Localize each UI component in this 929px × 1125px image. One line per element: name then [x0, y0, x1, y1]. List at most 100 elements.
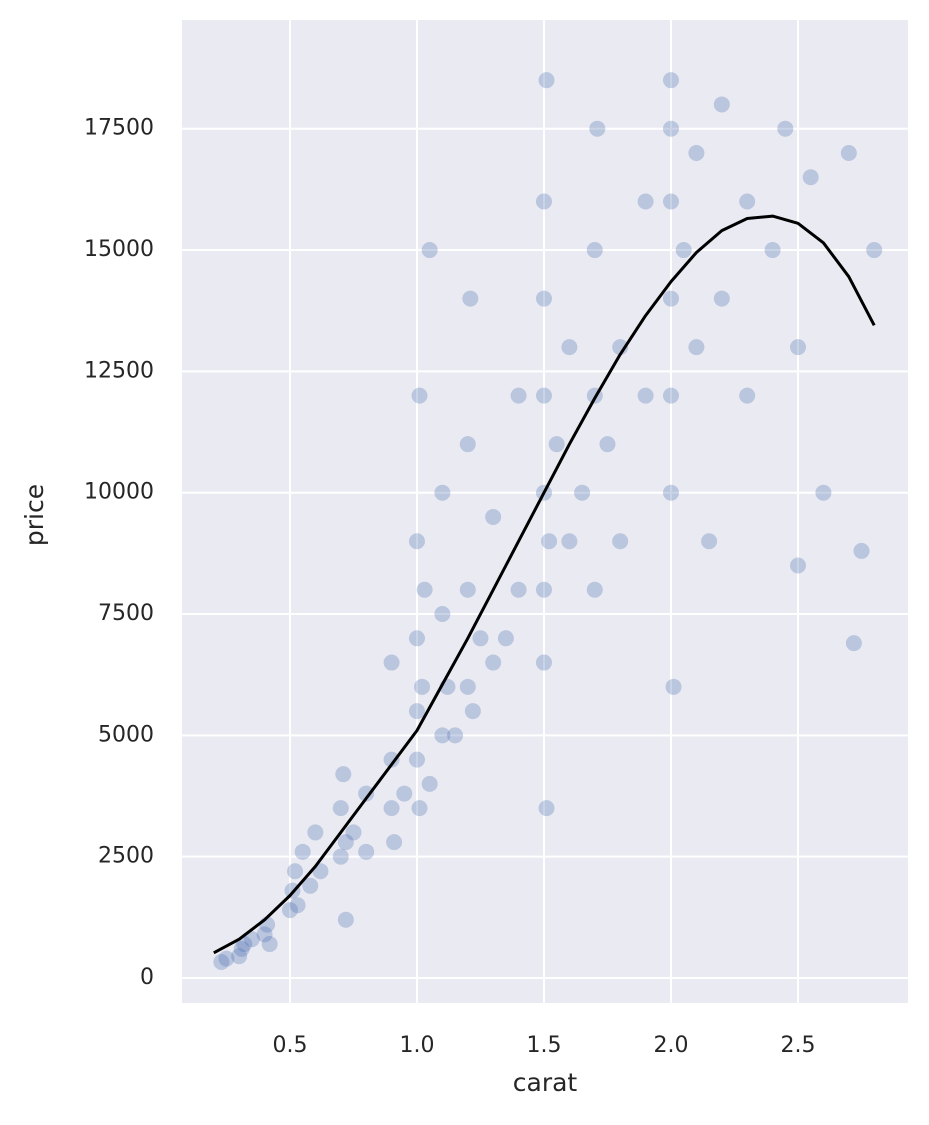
- scatter-point: [337, 911, 354, 928]
- scatter-point: [548, 436, 565, 453]
- scatter-point: [383, 654, 400, 671]
- scatter-point: [332, 848, 349, 865]
- scatter-point: [335, 766, 352, 783]
- scatter-point: [675, 242, 692, 259]
- scatter-point: [472, 630, 489, 647]
- y-tick-label: 5000: [98, 722, 154, 747]
- scatter-point: [662, 120, 679, 137]
- scatter-point: [688, 144, 705, 161]
- scatter-point: [218, 950, 235, 967]
- scatter-point: [485, 654, 502, 671]
- x-tick-label: 1.0: [399, 1033, 434, 1058]
- scatter-point: [586, 242, 603, 259]
- scatter-point: [739, 387, 756, 404]
- scatter-point: [662, 290, 679, 307]
- scatter-point: [688, 339, 705, 356]
- scatter-point: [358, 843, 375, 860]
- scatter-point: [307, 824, 324, 841]
- scatter-point: [464, 703, 481, 720]
- scatter-point: [261, 936, 278, 953]
- scatter-point: [538, 800, 555, 817]
- x-tick-label: 1.5: [526, 1033, 561, 1058]
- scatter-point: [790, 557, 807, 574]
- scatter-point: [408, 751, 425, 768]
- scatter-point: [561, 339, 578, 356]
- scatter-point: [414, 678, 431, 695]
- scatter-point: [447, 727, 464, 744]
- scatter-point: [662, 387, 679, 404]
- scatter-point: [294, 843, 311, 860]
- y-tick-label: 12500: [84, 358, 154, 383]
- x-tick-label: 2.5: [781, 1033, 816, 1058]
- scatter-point: [541, 533, 558, 550]
- scatter-point: [421, 775, 438, 792]
- scatter-point: [599, 436, 616, 453]
- scatter-point: [713, 290, 730, 307]
- scatter-point: [612, 533, 629, 550]
- plot-area: [182, 20, 908, 1003]
- scatter-point: [535, 193, 552, 210]
- scatter-point: [231, 948, 248, 965]
- x-tick-label: 0.5: [272, 1033, 307, 1058]
- x-axis-label: carat: [513, 1068, 578, 1097]
- scatter-point: [289, 897, 306, 914]
- scatter-point: [586, 581, 603, 598]
- scatter-point: [459, 678, 476, 695]
- scatter-point: [853, 542, 870, 559]
- scatter-point: [665, 678, 682, 695]
- scatter-point: [233, 940, 250, 957]
- scatter-point: [434, 484, 451, 501]
- scatter-point: [815, 484, 832, 501]
- scatter-point: [408, 703, 425, 720]
- scatter-point: [713, 96, 730, 113]
- y-tick-label: 7500: [98, 601, 154, 626]
- scatter-point: [802, 169, 819, 186]
- scatter-point: [510, 387, 527, 404]
- scatter-point: [337, 834, 354, 851]
- scatter-point: [764, 242, 781, 259]
- scatter-point: [459, 436, 476, 453]
- scatter-point: [243, 931, 260, 948]
- scatter-point: [386, 834, 403, 851]
- scatter-point: [421, 242, 438, 259]
- scatter-point: [637, 193, 654, 210]
- scatter-point: [637, 387, 654, 404]
- scatter-point: [408, 630, 425, 647]
- y-tick-label: 17500: [84, 116, 154, 141]
- scatter-point: [790, 339, 807, 356]
- scatter-point: [510, 581, 527, 598]
- scatter-point: [662, 484, 679, 501]
- y-tick-label: 2500: [98, 844, 154, 869]
- scatter-point: [497, 630, 514, 647]
- scatter-point: [345, 824, 362, 841]
- fit-line: [213, 214, 876, 955]
- scatter-point: [535, 387, 552, 404]
- scatter-point: [777, 120, 794, 137]
- scatter-point: [383, 751, 400, 768]
- scatter-point: [866, 242, 883, 259]
- x-tick-label: 2.0: [653, 1033, 688, 1058]
- scatter-point: [332, 800, 349, 817]
- scatter-point: [383, 800, 400, 817]
- scatter-point: [434, 727, 451, 744]
- scatter-point: [535, 290, 552, 307]
- scatter-point: [574, 484, 591, 501]
- y-axis-label: price: [20, 484, 49, 546]
- scatter-point: [287, 863, 304, 880]
- scatter-point: [256, 926, 273, 943]
- scatter-point: [840, 144, 857, 161]
- scatter-point: [459, 581, 476, 598]
- scatter-point: [358, 785, 375, 802]
- scatter-point: [662, 193, 679, 210]
- scatter-point: [302, 877, 319, 894]
- scatter-point: [462, 290, 479, 307]
- scatter-point: [213, 953, 230, 970]
- scatter-point: [538, 72, 555, 89]
- y-tick-label: 0: [140, 965, 154, 990]
- scatter-point: [662, 72, 679, 89]
- scatter-point: [535, 654, 552, 671]
- y-tick-label: 10000: [84, 480, 154, 505]
- y-tick-label: 15000: [84, 237, 154, 262]
- scatter-point: [535, 581, 552, 598]
